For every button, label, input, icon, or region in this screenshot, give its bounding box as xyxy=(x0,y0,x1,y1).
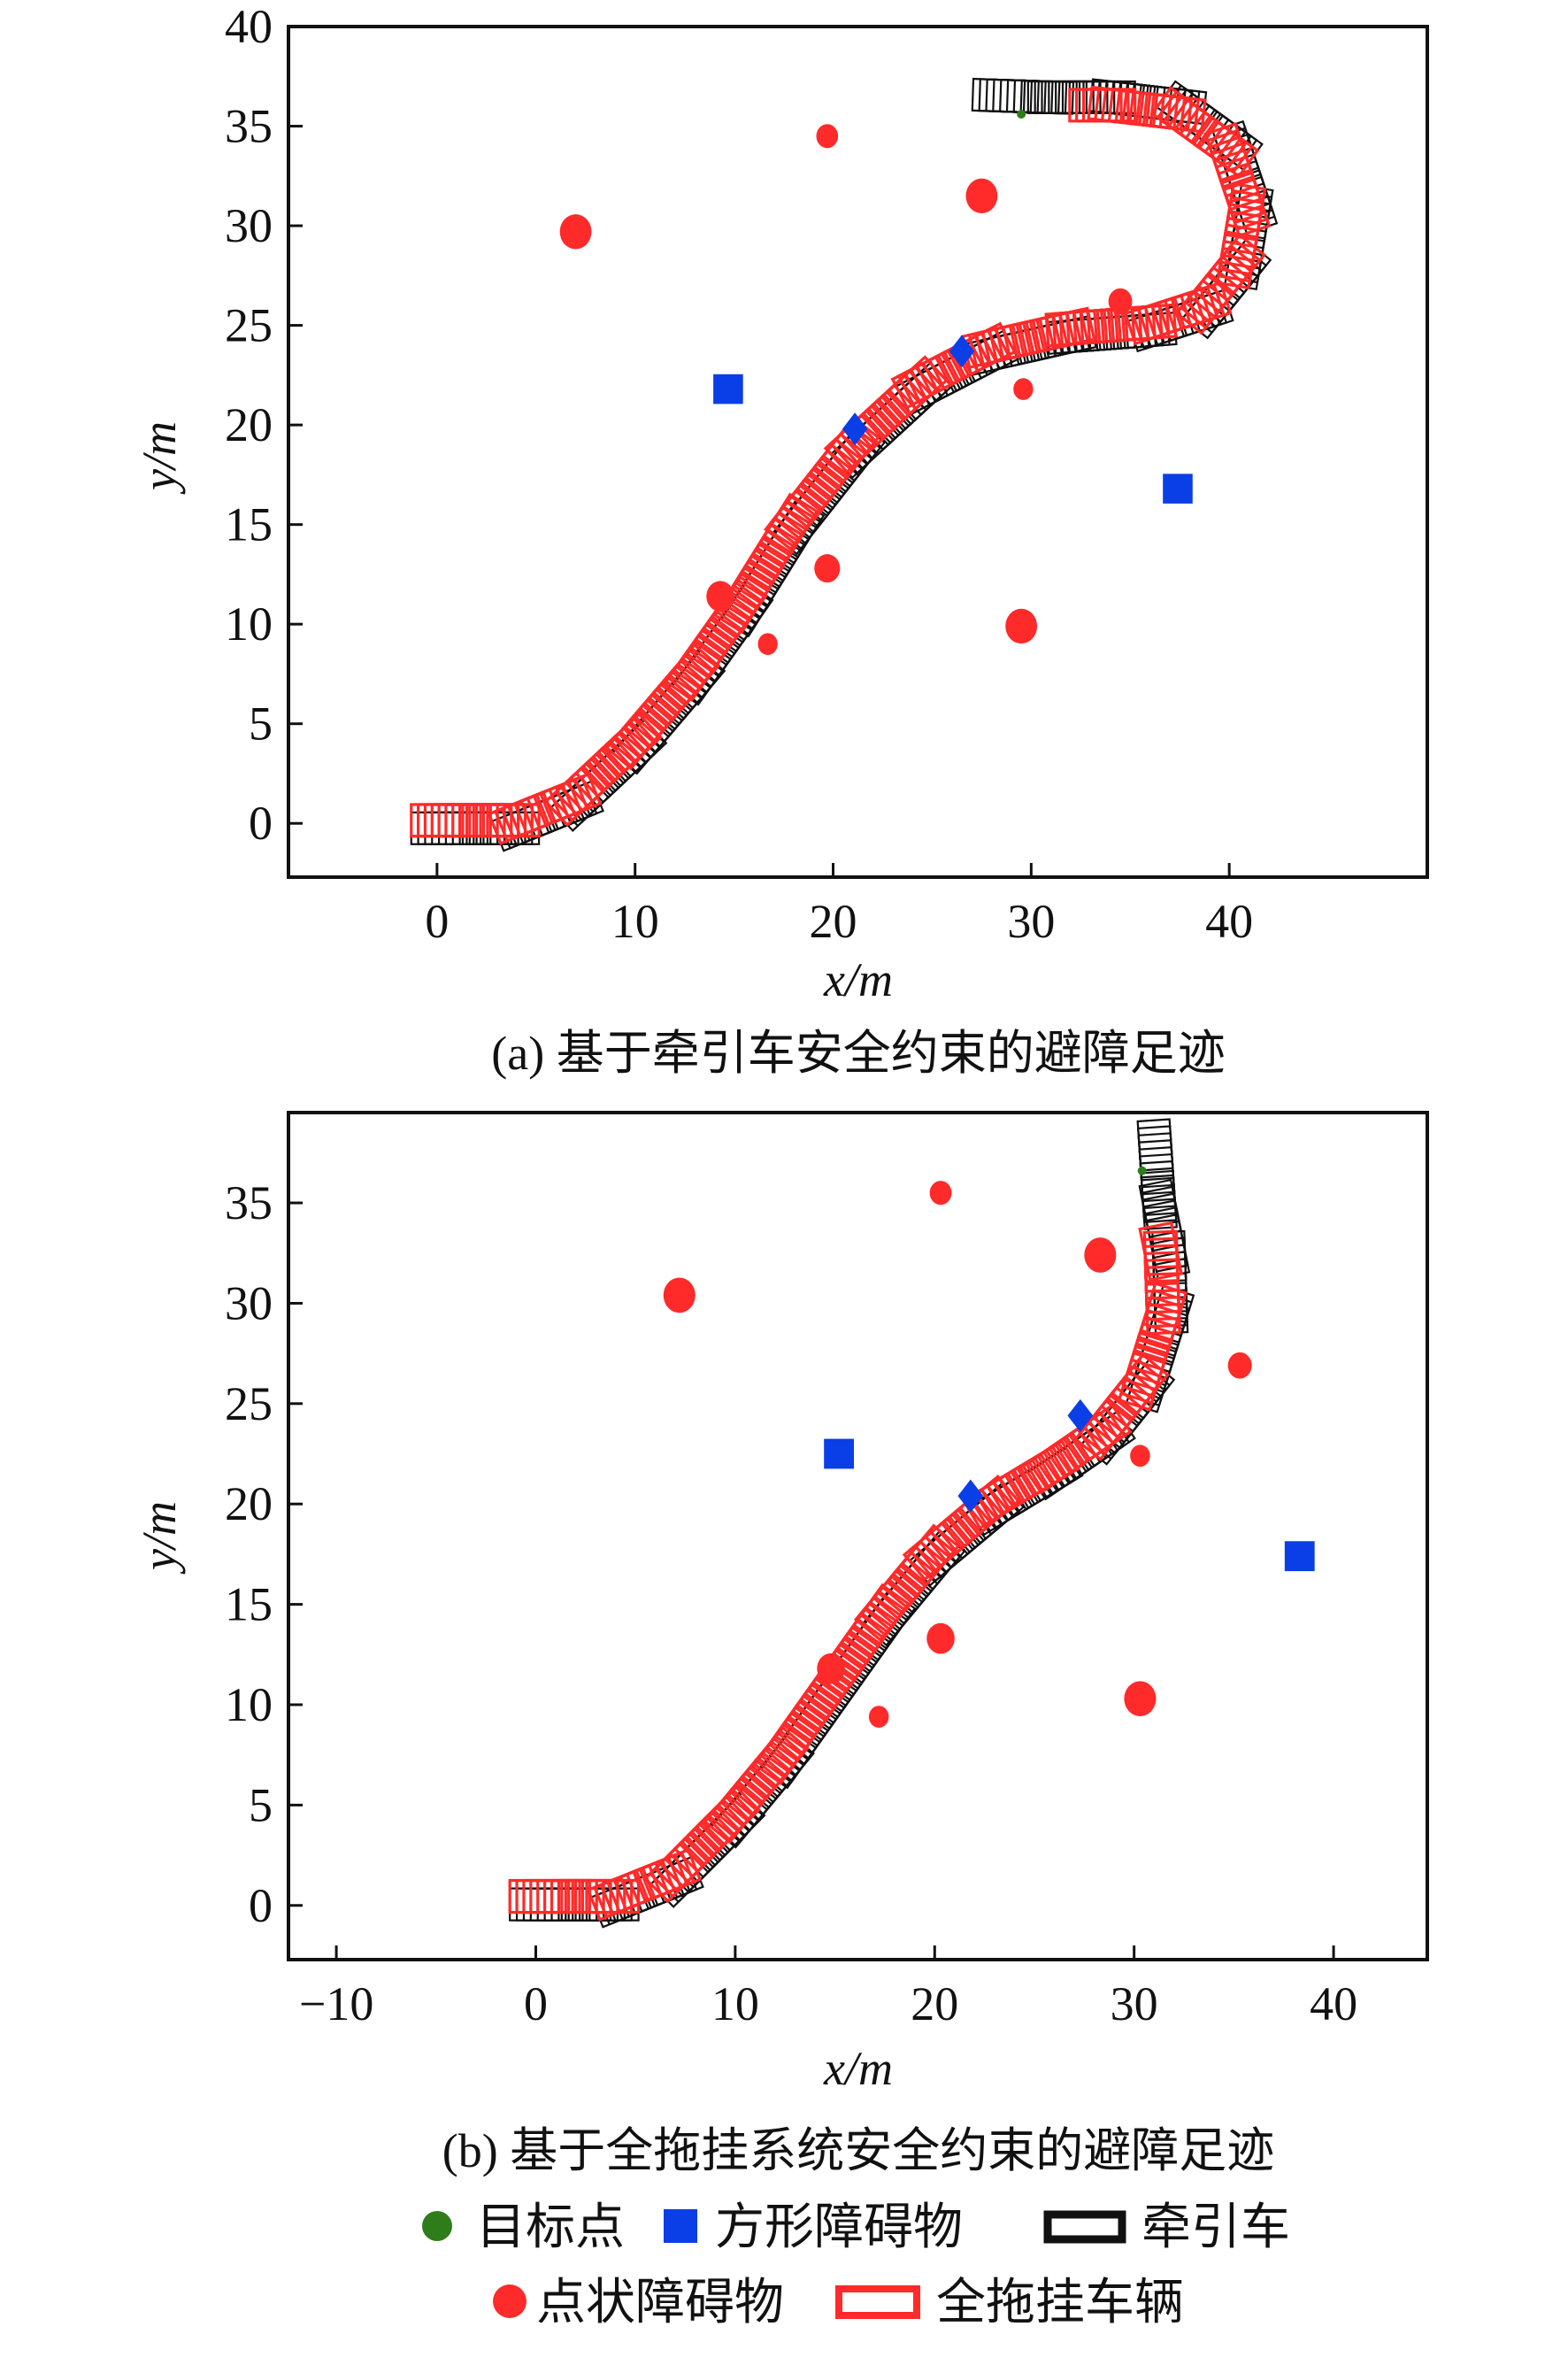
point-obstacle xyxy=(817,1652,845,1684)
y-tick-label: 15 xyxy=(225,498,273,551)
goal-point xyxy=(1017,110,1026,119)
y-tick-label: 10 xyxy=(225,597,273,651)
y-tick-label: 30 xyxy=(225,1276,273,1329)
legend-point-obstacle-marker xyxy=(493,2284,527,2318)
point-obstacle xyxy=(868,1706,889,1728)
point-obstacle xyxy=(663,1277,696,1313)
point-obstacle xyxy=(1227,1352,1252,1379)
point-obstacle xyxy=(816,124,839,149)
goal-point xyxy=(1137,1166,1147,1175)
diamond-obstacle xyxy=(842,412,868,446)
legend-goal-label: 目标点 xyxy=(476,2200,625,2255)
legend-tractor-label: 牵引车 xyxy=(1141,2200,1290,2255)
y-tick-label: 20 xyxy=(225,1477,273,1530)
point-obstacle xyxy=(965,178,998,213)
x-tick-label: 40 xyxy=(1310,1977,1357,2030)
legend-trailer-label: 全拖挂车辆 xyxy=(936,2276,1184,2330)
y-tick-label: 30 xyxy=(225,199,273,252)
tractor-footprint xyxy=(1136,1118,1174,1175)
point-obstacle xyxy=(926,1622,955,1654)
chart-b-ylabel: y/m xyxy=(133,1501,186,1575)
legend-tractor-marker xyxy=(1043,2210,1126,2244)
y-tick-label: 0 xyxy=(249,797,273,850)
legend-trailer-marker xyxy=(835,2285,920,2319)
chart-b: −10 0 10 20 30 40 0 5 10 15 20 25 30 35 xyxy=(225,1111,1429,2030)
y-tick-label: 35 xyxy=(225,1176,273,1229)
square-obstacle xyxy=(824,1438,854,1469)
y-tick-label: 20 xyxy=(225,398,273,451)
chart-a-caption: (a) 基于牵引车安全约束的避障足迹 xyxy=(491,1027,1225,1080)
square-obstacle xyxy=(1163,474,1193,504)
point-obstacle xyxy=(706,581,734,612)
footprints xyxy=(410,77,1279,852)
chart-b-caption: (b) 基于全拖挂系统安全约束的避障足迹 xyxy=(442,2124,1274,2177)
plot-frame xyxy=(287,25,1429,879)
y-tick-label: 25 xyxy=(225,299,273,352)
x-tick-label: −10 xyxy=(299,1977,373,2030)
y-tick-label: 5 xyxy=(249,1778,273,1831)
tractor-footprint xyxy=(971,77,1026,113)
chart-a-ylabel: y/m xyxy=(133,421,186,495)
point-obstacle xyxy=(757,633,778,655)
y-tick-label: 10 xyxy=(225,1678,273,1731)
point-obstacle xyxy=(559,214,592,250)
chart-a-xlabel: x/m xyxy=(823,953,893,1006)
diamond-obstacle xyxy=(949,335,975,368)
point-obstacle xyxy=(814,554,841,583)
diamond-obstacle xyxy=(1067,1398,1094,1433)
legend: 目标点 方形障碍物 牵引车 点状障碍物 全拖挂车辆 xyxy=(422,2200,1290,2330)
x-tick-label: 20 xyxy=(810,895,857,948)
legend-square-obstacle-marker xyxy=(664,2209,697,2243)
y-tick-label: 0 xyxy=(249,1879,273,1932)
square-obstacle xyxy=(713,374,743,404)
legend-square-obstacle-label: 方形障碍物 xyxy=(715,2200,963,2255)
legend-goal-marker xyxy=(422,2211,452,2241)
point-obstacle xyxy=(1124,1681,1157,1717)
point-obstacle xyxy=(929,1181,952,1206)
plot-frame xyxy=(287,1111,1429,1961)
y-tick-label: 40 xyxy=(225,0,273,53)
chart-b-xlabel: x/m xyxy=(823,2042,893,2095)
y-tick-label: 25 xyxy=(225,1377,273,1430)
x-tick-label: 0 xyxy=(524,1977,548,2030)
point-obstacle xyxy=(1013,378,1034,400)
y-tick-label: 5 xyxy=(249,697,273,751)
square-obstacle xyxy=(1284,1541,1315,1572)
point-obstacle xyxy=(1130,1444,1150,1468)
point-obstacle xyxy=(1005,608,1038,644)
point-obstacle xyxy=(1108,288,1133,315)
x-tick-label: 30 xyxy=(1007,895,1055,948)
x-tick-label: 40 xyxy=(1205,895,1253,948)
y-tick-label: 35 xyxy=(225,100,273,153)
y-tick-label: 15 xyxy=(225,1578,273,1631)
footprints xyxy=(508,1118,1195,1929)
point-obstacle xyxy=(1084,1237,1117,1273)
diamond-obstacle xyxy=(957,1479,984,1513)
trailer-footprint xyxy=(1138,1221,1183,1283)
trailer-footprint xyxy=(1068,88,1123,123)
chart-a: 0 10 20 30 40 0 5 10 15 20 25 30 35 40 xyxy=(225,0,1429,948)
x-tick-label: 30 xyxy=(1111,1977,1158,2030)
x-tick-label: 20 xyxy=(911,1977,958,2030)
x-tick-label: 0 xyxy=(425,895,449,948)
legend-point-obstacle-label: 点状障碍物 xyxy=(536,2276,784,2330)
x-tick-label: 10 xyxy=(611,895,659,948)
x-tick-label: 10 xyxy=(711,1977,759,2030)
